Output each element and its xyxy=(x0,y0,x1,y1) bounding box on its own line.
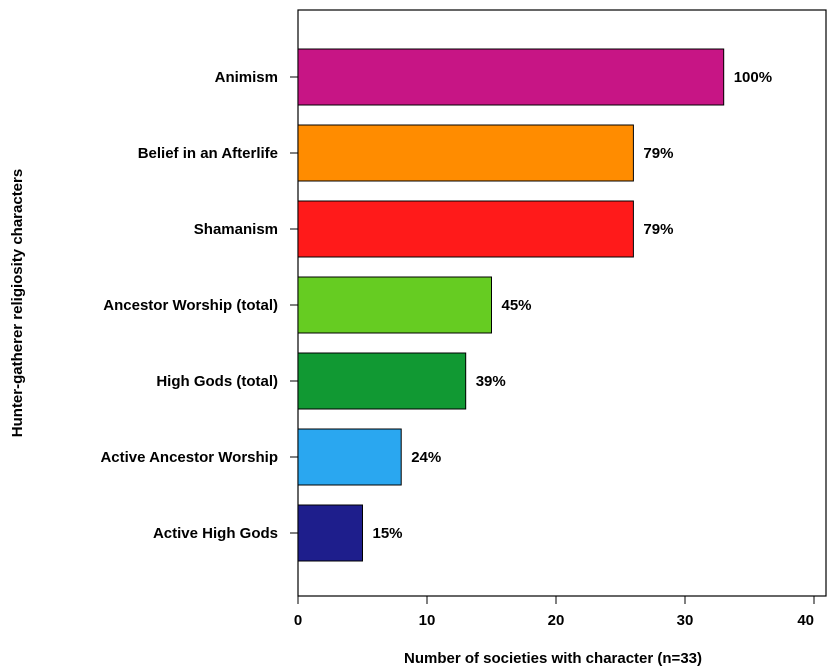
x-tick-label: 0 xyxy=(294,612,302,629)
y-axis-title: Hunter-gatherer religiosity characters xyxy=(9,169,26,437)
data-label: 45% xyxy=(502,297,532,314)
x-tick-label: 20 xyxy=(548,612,565,629)
category-label: Belief in an Afterlife xyxy=(138,145,278,162)
x-tick-label: 40 xyxy=(797,612,814,629)
x-axis-ticks: 0 10 20 30 40 xyxy=(294,596,815,629)
bar xyxy=(297,428,402,486)
bar xyxy=(297,276,492,334)
category-label: Shamanism xyxy=(194,221,278,238)
bar xyxy=(297,352,467,410)
category-label: Active Ancestor Worship xyxy=(100,449,278,466)
category-label: High Gods (total) xyxy=(156,373,278,390)
data-label: 79% xyxy=(643,145,673,162)
x-tick-label: 30 xyxy=(677,612,694,629)
data-label: 100% xyxy=(734,69,772,86)
bar xyxy=(297,504,363,562)
bars-group: 100% 79% 79% 45% 39% 24% 15% xyxy=(297,48,772,562)
bar xyxy=(297,200,634,258)
data-label: 24% xyxy=(411,449,441,466)
data-label: 39% xyxy=(476,373,506,390)
x-axis-title: Number of societies with character (n=33… xyxy=(404,650,702,666)
category-label: Active High Gods xyxy=(153,525,278,542)
bar xyxy=(297,48,725,106)
data-label: 15% xyxy=(373,525,403,542)
category-labels: Animism Belief in an Afterlife Shamanism An… xyxy=(100,69,298,542)
category-label: Ancestor Worship (total) xyxy=(103,297,278,314)
x-tick-label: 10 xyxy=(419,612,436,629)
bar xyxy=(297,124,634,182)
category-label: Animism xyxy=(215,69,278,86)
data-label: 79% xyxy=(643,221,673,238)
